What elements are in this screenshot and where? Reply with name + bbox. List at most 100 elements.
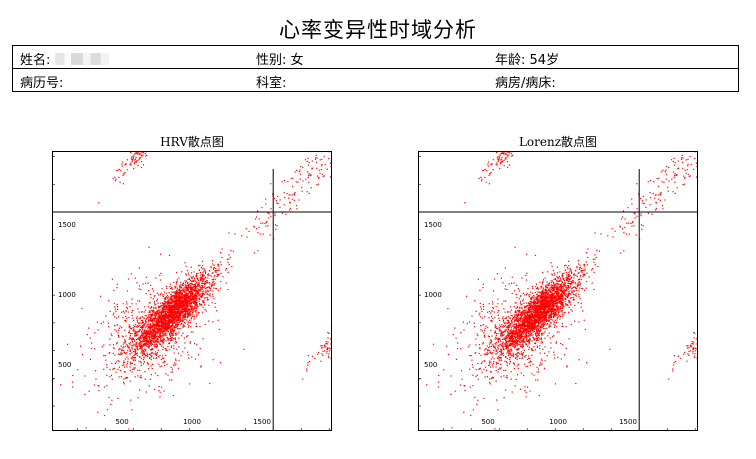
scatter-point [511,333,513,335]
scatter-point [154,304,156,306]
scatter-point [149,331,151,333]
scatter-point [519,335,522,337]
scatter-point [200,279,202,281]
scatter-point [171,325,173,327]
scatter-point [307,157,309,159]
scatter-point [204,288,206,290]
scatter-point [194,295,196,297]
scatter-point [139,158,141,160]
scatter-point [187,284,189,286]
scatter-point [173,338,175,340]
scatter-point [228,232,230,234]
scatter-point [127,350,129,352]
scatter-point [532,297,534,299]
scatter-point [158,327,160,329]
info-divider [13,68,738,69]
scatter-point [519,335,521,337]
scatter-point [153,317,155,319]
scatter-point [142,337,144,339]
scatter-point [187,281,189,283]
scatter-point [536,334,538,336]
scatter-point [112,368,114,370]
scatter-point [170,346,172,348]
scatter-point [177,295,179,297]
scatter-point [133,155,135,157]
scatter-point [560,289,562,291]
scatter-point [169,313,172,316]
scatter-point [158,390,160,392]
scatter-point [175,291,178,293]
scatter-point [487,349,489,351]
scatter-point [533,338,535,340]
scatter-point [495,349,497,351]
scatter-point [248,230,250,232]
scatter-point [180,311,182,314]
scatter-point [199,289,202,291]
scatter-point [179,308,181,310]
scatter-point [118,360,120,363]
scatter-point [143,152,145,154]
scatter-point [567,295,569,297]
scatter-point [150,315,153,317]
scatter-point [154,321,156,323]
scatter-point [191,306,193,309]
scatter-point [540,309,542,311]
scatter-point [194,286,196,288]
scatter-point [197,290,199,292]
scatter-point [115,178,117,180]
scatter-point [159,354,161,356]
scatter-point [270,208,272,210]
scatter-point [212,321,214,323]
scatter-point [564,285,566,287]
scatter-point [180,293,182,295]
scatter-point [109,352,111,354]
scatter-point [160,323,162,325]
scatter-point [142,321,144,323]
name-field: 姓名: [20,49,109,68]
scatter-point [167,296,169,298]
scatter-point [193,302,195,304]
scatter-point [181,271,183,273]
scatter-point [201,268,203,270]
scatter-point [157,325,160,327]
scatter-point [187,315,189,317]
scatter-point [175,292,177,294]
scatter-point [154,351,156,353]
scatter-point [328,356,330,359]
scatter-point [168,301,170,303]
scatter-point [151,310,153,312]
scatter-point [160,314,162,316]
scatter-point [546,296,548,298]
scatter-point [163,306,165,308]
scatter-point [186,304,188,306]
scatter-point [124,339,126,341]
scatter-point [185,288,187,290]
scatter-point [147,314,149,316]
scatter-point [180,323,182,325]
scatter-point [563,312,565,314]
scatter-point [175,313,177,315]
scatter-point [126,290,129,292]
scatter-point [256,216,258,218]
scatter-point [144,153,146,155]
scatter-point [552,319,554,321]
scatter-point [152,337,154,339]
scatter-point [84,393,86,395]
scatter-point [156,298,159,300]
scatter-point [511,323,513,325]
scatter-point [507,349,509,351]
scatter-point [170,317,172,320]
scatter-point [114,325,116,327]
scatter-point [155,277,157,279]
scatter-point [155,310,157,312]
scatter-point [548,303,550,305]
scatter-point [191,288,193,290]
scatter-point [147,353,149,356]
scatter-point [185,274,187,276]
scatter-point [562,305,564,307]
scatter-point [165,321,167,323]
scatter-point [177,332,179,334]
scatter-point [120,348,122,350]
scatter-point [166,320,168,322]
scatter-point [114,316,116,318]
